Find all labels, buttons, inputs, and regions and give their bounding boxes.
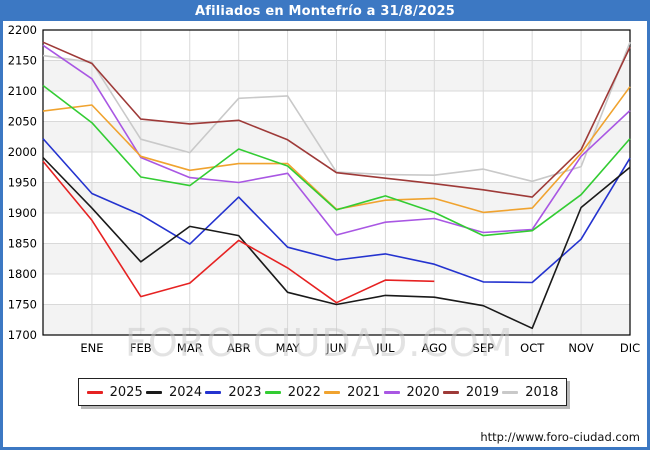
legend-label: 2024 (169, 384, 203, 400)
legend-label: 2018 (525, 384, 559, 400)
gridlines (43, 30, 630, 335)
x-tick-label: MAR (177, 341, 203, 355)
x-tick-label: SEP (473, 341, 495, 355)
legend: 2025 2024 2023 2022 2021 2020 2019 2018 (78, 378, 567, 406)
legend-marker-2021 (324, 390, 341, 394)
x-tick-label: NOV (568, 341, 593, 355)
x-axis-labels: ENE FEB MAR ABR MAY JUN JUL AGO SEP OCT NOV DIC (80, 341, 640, 355)
legend-marker-2025 (86, 390, 103, 394)
legend-label: 2021 (347, 384, 381, 400)
series-2023-line (42, 138, 631, 284)
x-tick-label: JUN (325, 341, 346, 355)
x-tick-label: ENE (80, 341, 103, 355)
series-lines (42, 41, 631, 330)
series-2020-line (42, 44, 631, 236)
legend-label: 2025 (109, 384, 143, 400)
series-2022-line (42, 84, 631, 237)
legend-label: 2022 (287, 384, 321, 400)
x-tick-label: DIC (620, 341, 640, 355)
series-2019-line (42, 41, 631, 198)
chart-title: Afiliados en Montefrío a 31/8/2025 (3, 3, 647, 21)
legend-item-2022: 2022 (264, 384, 321, 400)
legend-marker-2022 (264, 390, 281, 394)
x-tick-label: JUL (375, 341, 395, 355)
legend-marker-2023 (205, 390, 222, 394)
x-tick-label: FEB (130, 341, 152, 355)
legend-item-2025: 2025 (86, 384, 143, 400)
x-tick-label: MAY (276, 341, 301, 355)
y-tick-label: 1700 (8, 328, 37, 342)
y-tick-label: 2150 (8, 54, 37, 68)
y-tick-label: 2000 (8, 145, 37, 159)
legend-marker-2018 (502, 390, 519, 394)
legend-label: 2019 (465, 384, 499, 400)
legend-label: 2023 (228, 384, 262, 400)
y-tick-label: 2200 (8, 23, 37, 37)
x-tick-label: ABR (227, 341, 251, 355)
legend-marker-2024 (146, 390, 163, 394)
footer-url[interactable]: http://www.foro-ciudad.com (480, 430, 640, 444)
legend-marker-2019 (442, 390, 459, 394)
legend-label: 2020 (406, 384, 440, 400)
y-tick-label: 1850 (8, 237, 37, 251)
line-chart: 2200 2150 2100 2050 2000 1950 1900 1850 1800 1750… (8, 23, 640, 355)
legend-item-2021: 2021 (324, 385, 380, 400)
legend-item-2018: 2018 (502, 385, 558, 400)
legend-item-2020: 2020 (383, 384, 440, 400)
legend-marker-2020 (383, 390, 400, 394)
legend-item-2019: 2019 (442, 384, 499, 400)
y-tick-label: 2050 (8, 115, 37, 129)
series-2025-line (42, 160, 435, 304)
series-2024-line (42, 156, 631, 330)
legend-item-2024: 2024 (146, 385, 202, 400)
x-tick-label: AGO (421, 341, 447, 355)
y-axis-labels: 2200 2150 2100 2050 2000 1950 1900 1850 1800 1750… (8, 23, 37, 342)
x-tick-label: OCT (520, 341, 545, 355)
legend-item-2023: 2023 (205, 385, 261, 400)
y-tick-label: 1800 (8, 267, 37, 281)
plot-border (42, 29, 631, 336)
y-tick-label: 1900 (8, 206, 37, 220)
y-tick-label: 1750 (8, 298, 37, 312)
y-tick-label: 1950 (8, 176, 37, 190)
y-tick-label: 2100 (8, 84, 37, 98)
